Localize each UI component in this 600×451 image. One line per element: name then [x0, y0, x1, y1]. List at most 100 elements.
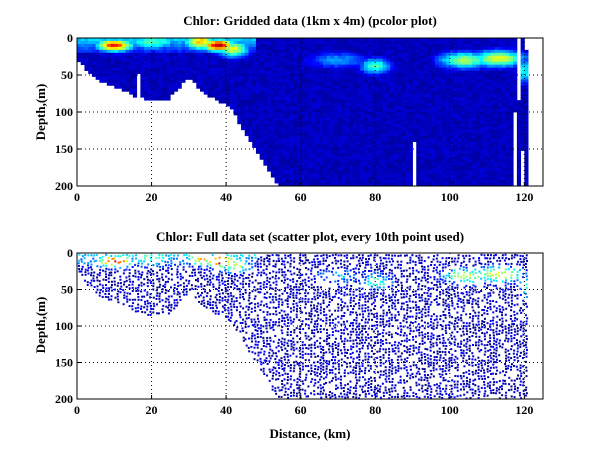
- pcolor-cell: [446, 138, 451, 142]
- pcolor-cell: [345, 61, 350, 66]
- pcolor-cell: [513, 61, 518, 66]
- pcolor-cell: [99, 64, 104, 68]
- pcolor-cell: [378, 91, 384, 95]
- pcolor-cell: [352, 40, 357, 45]
- scatter-point: [137, 284, 140, 287]
- pcolor-cell: [501, 120, 507, 125]
- pcolor-cell: [520, 58, 525, 63]
- pcolor-cell: [434, 112, 440, 116]
- scatter-point: [168, 257, 171, 260]
- pcolor-cell: [345, 91, 350, 95]
- pcolor-cell: [274, 171, 279, 175]
- pcolor-cell: [352, 171, 357, 175]
- scatter-point: [140, 290, 143, 293]
- pcolor-cell: [308, 58, 313, 63]
- pcolor-cell: [334, 79, 339, 83]
- pcolor-cell: [449, 150, 454, 154]
- pcolor-cell: [341, 40, 346, 45]
- pcolor-cell: [341, 129, 346, 134]
- pcolor-cell: [479, 76, 484, 80]
- pcolor-cell: [296, 38, 302, 42]
- pcolor-cell: [446, 174, 451, 178]
- pcolor-cell: [412, 112, 417, 116]
- pcolor-cell: [326, 100, 331, 104]
- pcolor-cell: [416, 147, 421, 151]
- pcolor-cell: [125, 46, 130, 51]
- pcolor-cell: [237, 40, 242, 45]
- pcolor-cell: [364, 58, 369, 63]
- pcolor-cell: [274, 120, 279, 125]
- scatter-point: [128, 272, 131, 275]
- pcolor-cell: [278, 61, 283, 66]
- pcolor-cell: [513, 94, 518, 98]
- pcolor-cell: [274, 79, 279, 83]
- pcolor-cell: [386, 49, 391, 54]
- pcolor-cell: [334, 174, 339, 178]
- pcolor-cell: [106, 52, 111, 57]
- pcolor-cell: [341, 85, 346, 89]
- pcolor-cell: [446, 117, 451, 122]
- pcolor-cell: [472, 156, 477, 160]
- scatter-point: [87, 272, 90, 275]
- pcolor-cell: [375, 135, 380, 140]
- pcolor-cell: [431, 171, 436, 175]
- scatter-point: [98, 291, 101, 294]
- pcolor-cell: [352, 67, 357, 71]
- pcolor-cell: [438, 168, 443, 172]
- pcolor-cell: [252, 117, 257, 122]
- pcolor-cell: [513, 52, 518, 57]
- pcolor-cell: [285, 132, 290, 137]
- pcolor-cell: [401, 183, 406, 187]
- pcolor-cell: [427, 49, 432, 54]
- pcolor-cell: [382, 126, 387, 131]
- scatter-point: [131, 305, 134, 308]
- pcolor-cell: [431, 144, 436, 148]
- pcolor-cell: [397, 109, 402, 113]
- pcolor-cell: [214, 58, 220, 63]
- scatter-point: [107, 260, 110, 263]
- pcolor-cell: [364, 156, 369, 160]
- pcolor-cell: [244, 38, 249, 42]
- pcolor-cell: [226, 70, 231, 74]
- pcolor-cell: [446, 49, 451, 54]
- pcolor-cell: [397, 183, 402, 187]
- pcolor-cell: [99, 43, 104, 48]
- scatter-point: [161, 254, 164, 257]
- pcolor-cell: [483, 52, 488, 57]
- pcolor-cell: [207, 58, 212, 63]
- pcolor-cell: [408, 162, 413, 166]
- pcolor-cell: [472, 177, 477, 181]
- pcolor-cell: [457, 85, 462, 89]
- scatter-point: [168, 304, 171, 307]
- pcolor-cell: [311, 156, 316, 160]
- pcolor-cell: [390, 52, 395, 57]
- scatter-point: [131, 283, 134, 286]
- pcolor-cell: [185, 55, 190, 60]
- pcolor-cell: [464, 94, 469, 98]
- pcolor-cell: [311, 97, 316, 101]
- pcolor-cell: [397, 106, 402, 110]
- pcolor-cell: [285, 106, 290, 110]
- pcolor-cell: [263, 138, 268, 142]
- pcolor-cell: [475, 82, 481, 86]
- pcolor-cell: [323, 162, 328, 166]
- pcolor-cell: [498, 73, 503, 77]
- pcolor-cell: [416, 43, 421, 48]
- pcolor-cell: [501, 150, 507, 154]
- pcolor-cell: [446, 162, 451, 166]
- pcolor-cell: [364, 79, 369, 83]
- pcolor-cell: [453, 177, 458, 181]
- pcolor-cell: [498, 40, 503, 45]
- pcolor-cell: [319, 153, 324, 157]
- pcolor-cell: [334, 147, 339, 151]
- scatter-point: [84, 271, 87, 274]
- pcolor-cell: [311, 180, 316, 184]
- pcolor-cell: [464, 138, 469, 142]
- pcolor-cell: [278, 159, 283, 163]
- pcolor-cell: [345, 103, 350, 107]
- pcolor-cell: [524, 85, 529, 89]
- pcolor-cell: [278, 43, 283, 48]
- pcolor-cell: [323, 165, 328, 169]
- pcolor-cell: [464, 106, 469, 110]
- pcolor-cell: [334, 94, 339, 98]
